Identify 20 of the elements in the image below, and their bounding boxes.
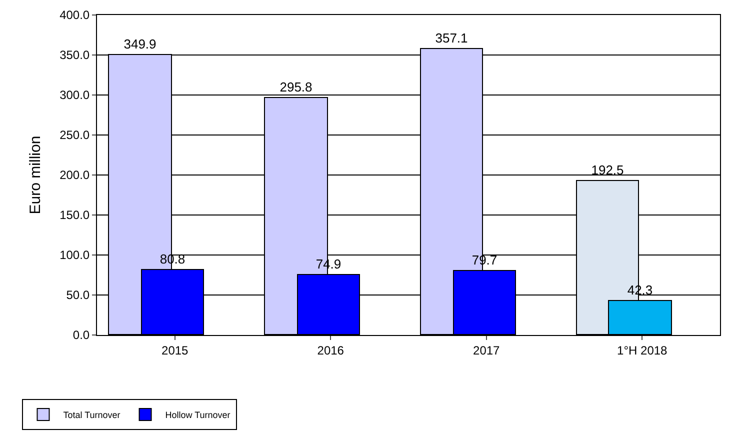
x-tick-label: 1°H 2018 <box>617 343 668 358</box>
y-tick-label: 200.0 <box>60 168 90 182</box>
data-label: 295.8 <box>280 80 312 94</box>
legend-label: Hollow Turnover <box>165 410 230 420</box>
y-tick-label: 300.0 <box>60 88 90 102</box>
data-label: 349.9 <box>124 36 156 52</box>
x-tick-label: 2017 <box>473 343 500 358</box>
x-tick-label: 2015 <box>162 343 189 358</box>
legend-label: Total Turnover <box>63 410 120 420</box>
y-tick-label: 150.0 <box>60 208 90 222</box>
data-label: 357.1 <box>435 30 468 46</box>
x-tick-label: 2016 <box>317 343 344 358</box>
y-axis-title: Euro million <box>26 136 44 214</box>
y-tick-label: 100.0 <box>60 248 90 262</box>
y-tick-label: 0.0 <box>72 328 90 342</box>
data-label: 192.5 <box>591 162 624 178</box>
y-tick-label: 250.0 <box>60 128 90 142</box>
y-tick-label: 400.0 <box>60 8 90 22</box>
y-tick-label: 50.0 <box>66 288 90 302</box>
y-tick-label: 350.0 <box>60 48 90 62</box>
